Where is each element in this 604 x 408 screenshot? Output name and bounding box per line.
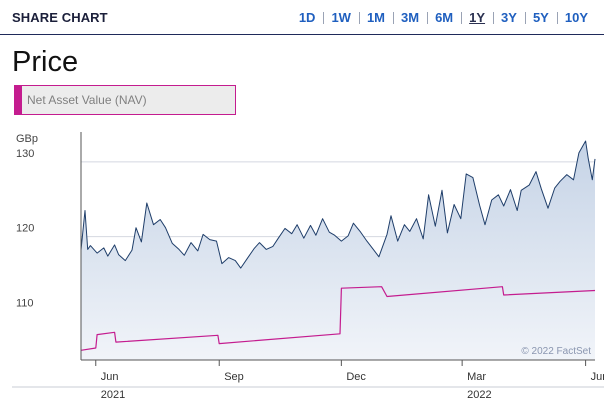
x-tick-label: Mar (467, 371, 486, 383)
x-tick-label: Dec (346, 371, 366, 383)
nav-line (80, 286, 596, 351)
range-6m[interactable]: 6M (427, 10, 461, 25)
y-tick-label: 110 (16, 297, 34, 309)
y-tick-label: 130 (16, 148, 34, 160)
legend-swatch (15, 86, 22, 114)
range-selector: 1D 1W 1M 3M 6M 1Y 3Y 5Y 10Y (291, 10, 596, 25)
range-1w[interactable]: 1W (323, 10, 359, 25)
x-tick-label: Sep (224, 371, 244, 383)
x-year-label: 2022 (467, 389, 491, 401)
x-tick-label: Jun (101, 371, 119, 383)
range-5y[interactable]: 5Y (524, 10, 557, 25)
price-title: Price (12, 46, 79, 78)
legend-label: Net Asset Value (NAV) (27, 93, 147, 107)
x-tick-label: Jun (591, 371, 604, 383)
price-area (81, 141, 595, 360)
range-3y[interactable]: 3Y (493, 10, 525, 25)
range-1y[interactable]: 1Y (461, 10, 493, 25)
y-unit-label: GBp (16, 133, 38, 145)
x-year-label: 2021 (101, 389, 125, 401)
factset-watermark: © 2022 FactSet (521, 346, 591, 357)
range-3m[interactable]: 3M (393, 10, 427, 25)
legend-nav[interactable]: Net Asset Value (NAV) (14, 85, 236, 115)
section-title: SHARE CHART (12, 10, 108, 25)
range-1m[interactable]: 1M (358, 10, 393, 25)
range-10y[interactable]: 10Y (556, 10, 596, 25)
price-chart: GBp 110 120 130 Jun 2021 Sep Dec Mar 2022 Jun © 202… (12, 132, 604, 401)
chart-header: SHARE CHART 1D 1W 1M 3M 6M 1Y 3Y 5Y 10Y (0, 0, 604, 35)
y-tick-label: 120 (16, 223, 34, 235)
range-1d[interactable]: 1D (298, 10, 316, 25)
price-line (80, 140, 596, 269)
